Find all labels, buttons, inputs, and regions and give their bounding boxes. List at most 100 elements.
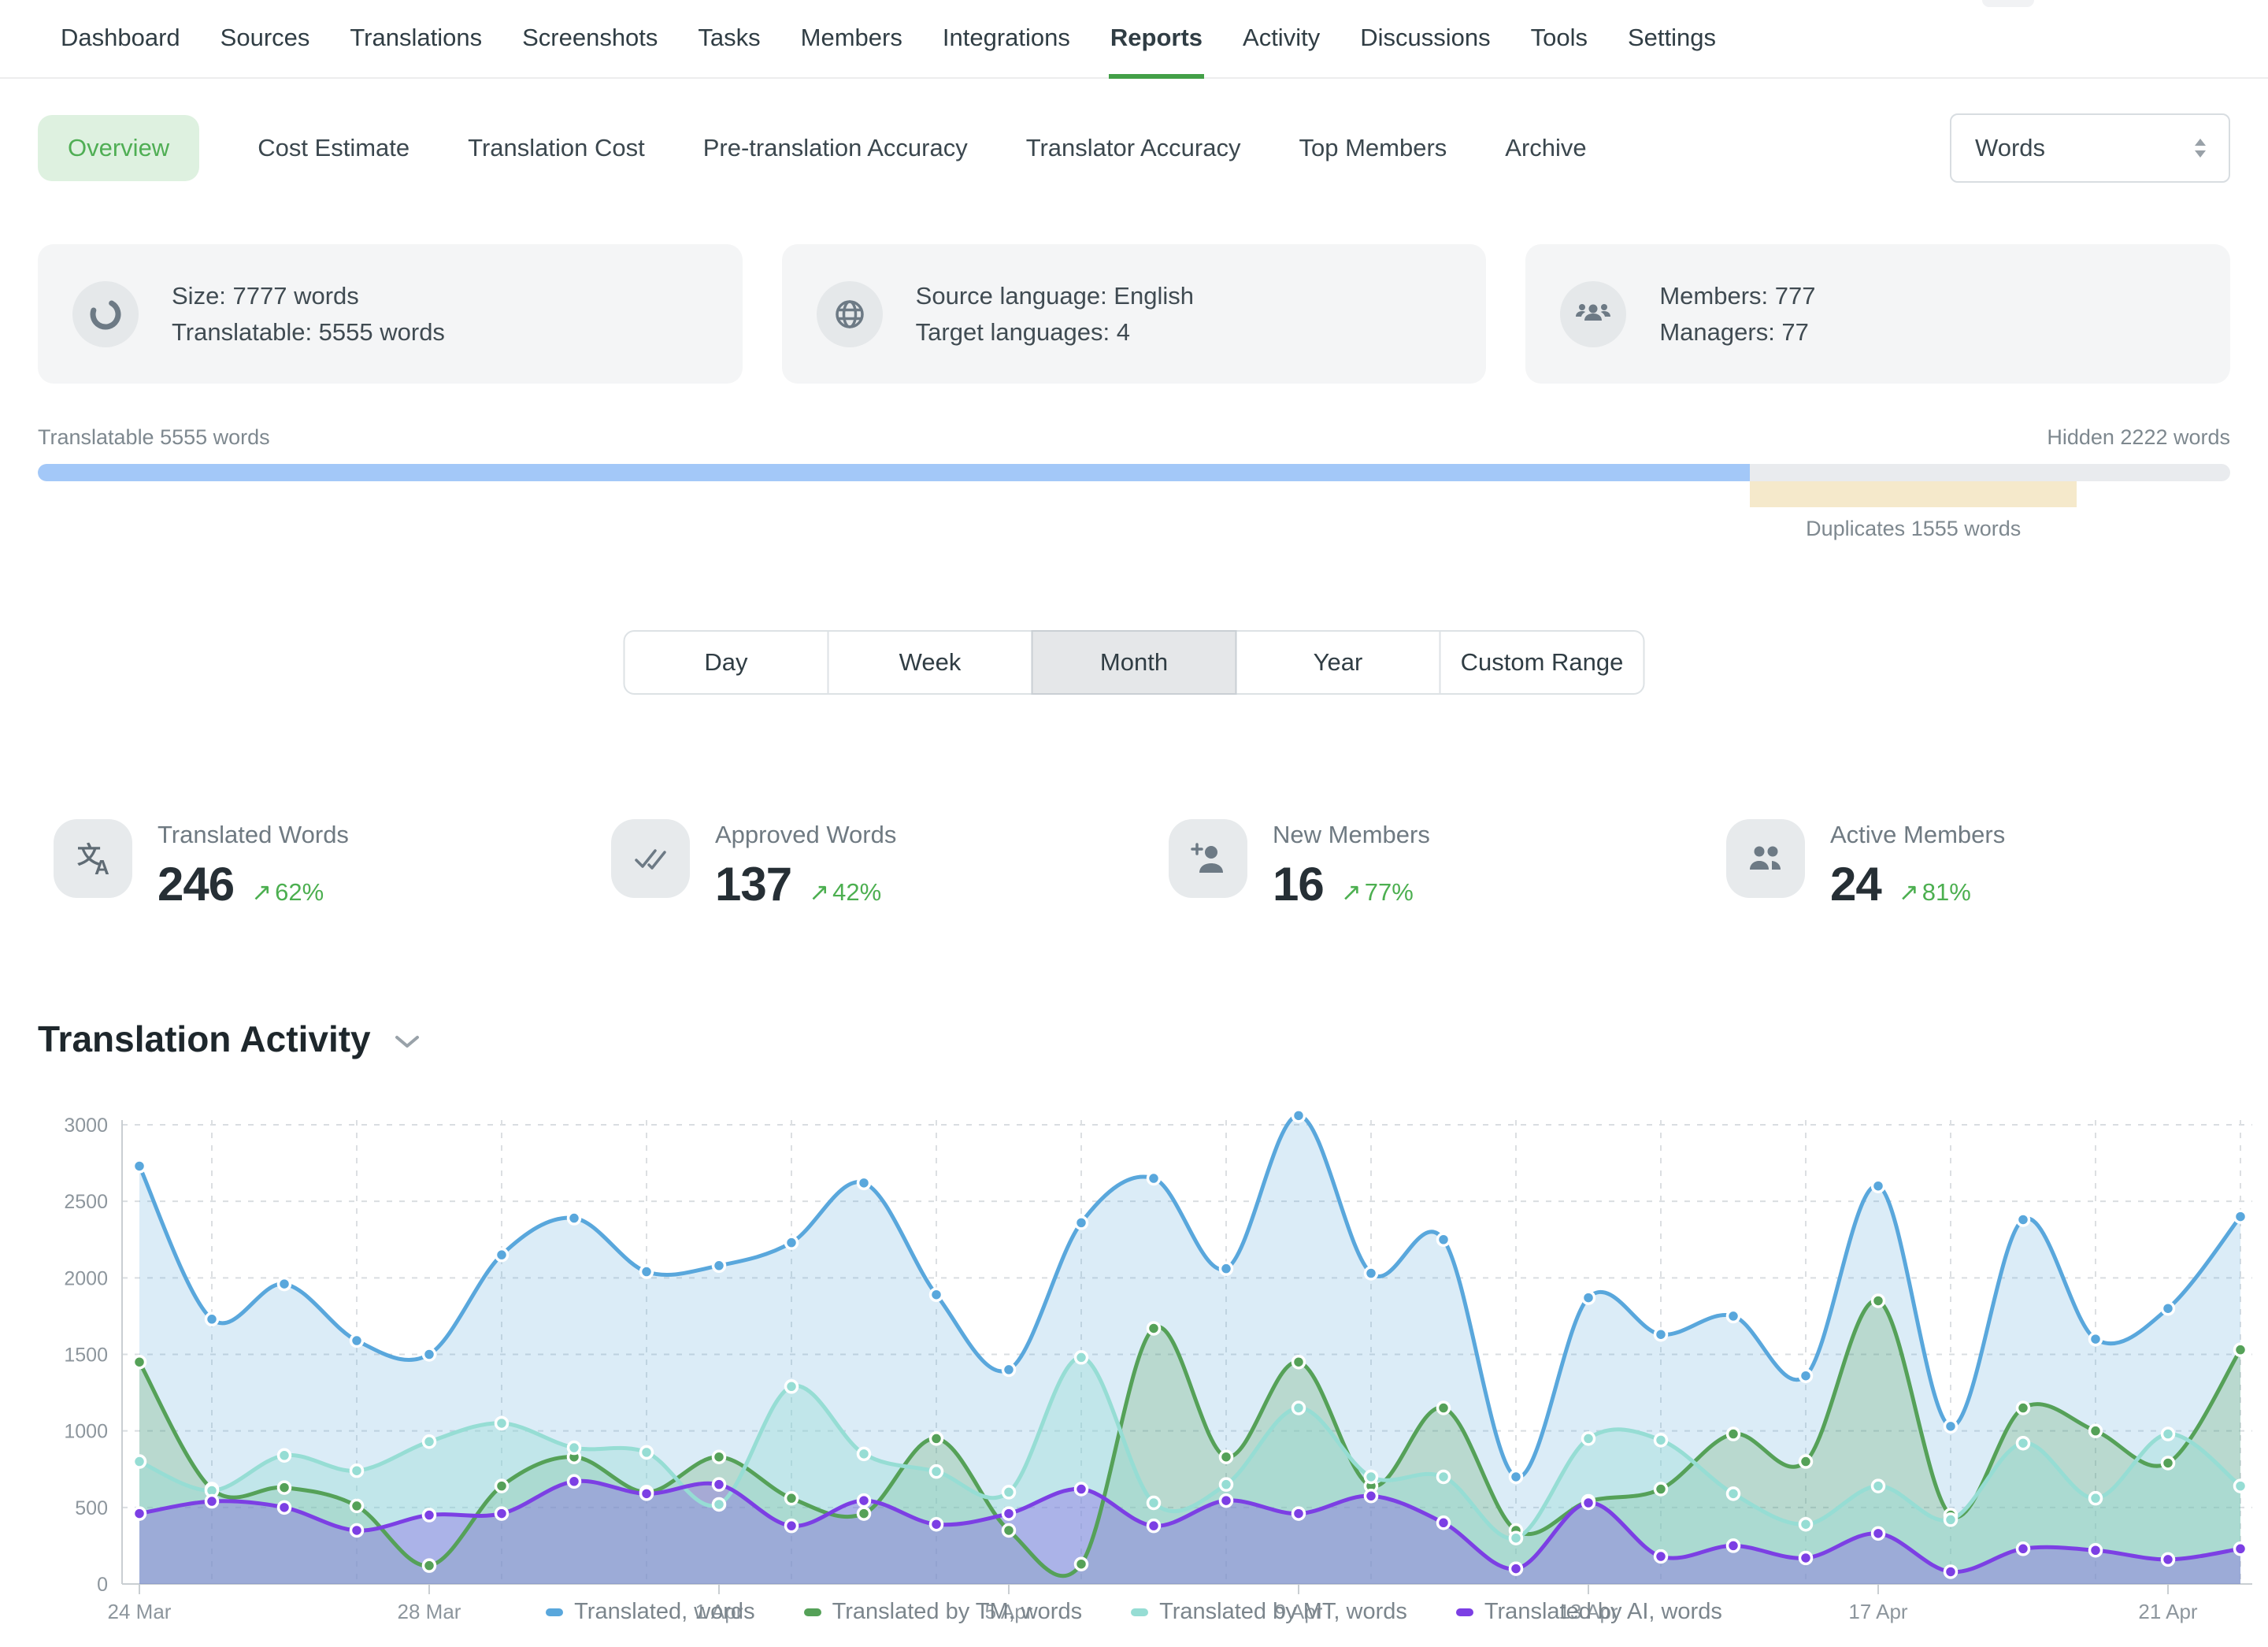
legend-item-mt[interactable]: Translated by MT, words (1131, 1599, 1407, 1625)
section-title: Translation Activity (38, 1018, 371, 1060)
globe-icon (817, 281, 883, 347)
nav-dashboard[interactable]: Dashboard (59, 24, 182, 77)
svg-text:500: 500 (75, 1497, 108, 1519)
stat-change: 81% (1922, 878, 1971, 906)
active-members-stat: Active Members 24 ↗81% (1726, 819, 2268, 911)
words-breakdown: Translatable 5555 words Hidden 2222 word… (38, 425, 2230, 507)
stat-label: New Members (1273, 821, 1430, 849)
range-week[interactable]: Week (828, 630, 1033, 695)
donut-icon (72, 281, 139, 347)
nav-translations[interactable]: Translations (348, 24, 484, 77)
stat-label: Translated Words (158, 821, 349, 849)
svg-text:0: 0 (97, 1574, 108, 1596)
legend-label: Translated by AI, words (1484, 1599, 1722, 1625)
svg-text:3000: 3000 (64, 1115, 108, 1137)
source-language-line: Source language: English (916, 278, 1194, 314)
stat-change: 42% (832, 878, 881, 906)
trend-up-icon: ↗ (251, 878, 272, 906)
svg-text:1500: 1500 (64, 1345, 108, 1367)
tab-overview[interactable]: Overview (38, 115, 199, 181)
nav-integrations[interactable]: Integrations (941, 24, 1072, 77)
nav-screenshots[interactable]: Screenshots (521, 24, 659, 77)
words-progress-bar (38, 464, 2230, 481)
legend-item-ai[interactable]: Translated by AI, words (1456, 1599, 1722, 1625)
languages-card: Source language: English Target language… (782, 244, 1487, 384)
unit-select-value: Words (1975, 134, 2192, 162)
legend-marker (546, 1608, 563, 1616)
nav-tools[interactable]: Tools (1529, 24, 1589, 77)
nav-reports[interactable]: Reports (1109, 24, 1204, 79)
tab-pretranslation-accuracy[interactable]: Pre-translation Accuracy (703, 134, 968, 162)
size-line: Size: 7777 words (172, 278, 445, 314)
reports-page: Dashboard Sources Translations Screensho… (0, 0, 2268, 1647)
tab-archive[interactable]: Archive (1505, 134, 1586, 162)
translate-icon: 文 A (54, 819, 132, 898)
top-navigation: Dashboard Sources Translations Screensho… (0, 0, 2268, 79)
person-add-icon (1169, 819, 1247, 898)
stat-label: Approved Words (715, 821, 896, 849)
nav-settings[interactable]: Settings (1626, 24, 1718, 77)
people-icon (1726, 819, 1805, 898)
legend-item-translated[interactable]: Translated, words (546, 1599, 754, 1625)
legend-marker (1131, 1608, 1148, 1616)
stat-value: 246 (158, 857, 234, 911)
stat-tiles: 文 A Translated Words 246 ↗62% Approved W… (54, 819, 2268, 911)
legend-item-tm[interactable]: Translated by TM, words (804, 1599, 1083, 1625)
duplicates-band (1750, 481, 2077, 507)
members-line: Members: 777 (1659, 278, 1815, 314)
stat-change: 77% (1365, 878, 1414, 906)
cropped-header-widget (1982, 0, 2034, 7)
size-card: Size: 7777 words Translatable: 5555 word… (38, 244, 743, 384)
translatable-label: Translatable 5555 words (38, 425, 270, 450)
trend-up-icon: ↗ (809, 878, 829, 906)
stat-value: 137 (715, 857, 791, 911)
nav-discussions[interactable]: Discussions (1358, 24, 1492, 77)
unit-select[interactable]: Words (1950, 113, 2230, 183)
duplicates-label: Duplicates 1555 words (1806, 517, 2021, 541)
legend-marker (1456, 1608, 1473, 1616)
nav-tasks[interactable]: Tasks (696, 24, 762, 77)
range-custom[interactable]: Custom Range (1440, 630, 1645, 695)
double-check-icon (611, 819, 690, 898)
translatable-fill (38, 464, 1750, 481)
svg-text:2000: 2000 (64, 1267, 108, 1289)
new-members-stat: New Members 16 ↗77% (1169, 819, 1726, 911)
range-month[interactable]: Month (1032, 630, 1237, 695)
translated-words-stat: 文 A Translated Words 246 ↗62% (54, 819, 611, 911)
range-segmented-control: Day Week Month Year Custom Range (624, 630, 1645, 695)
section-header: Translation Activity (38, 1018, 420, 1060)
stat-value: 16 (1273, 857, 1324, 911)
target-languages-line: Target languages: 4 (916, 314, 1194, 351)
chart-legend: Translated, words Translated by TM, word… (0, 1599, 2268, 1625)
trend-up-icon: ↗ (1899, 878, 1919, 906)
translation-activity-chart[interactable]: 05001000150020002500300024 Mar28 Mar1 Ap… (0, 1087, 2268, 1647)
hidden-label: Hidden 2222 words (2047, 425, 2230, 450)
select-arrows-icon (2192, 136, 2208, 160)
legend-label: Translated by TM, words (832, 1599, 1083, 1625)
approved-words-stat: Approved Words 137 ↗42% (611, 819, 1169, 911)
tab-translation-cost[interactable]: Translation Cost (468, 134, 645, 162)
chevron-down-icon[interactable] (395, 1035, 420, 1049)
tab-cost-estimate[interactable]: Cost Estimate (258, 134, 410, 162)
tab-top-members[interactable]: Top Members (1299, 134, 1447, 162)
translatable-line: Translatable: 5555 words (172, 314, 445, 351)
nav-members[interactable]: Members (799, 24, 904, 77)
summary-cards: Size: 7777 words Translatable: 5555 word… (38, 244, 2230, 384)
range-day[interactable]: Day (624, 630, 829, 695)
nav-activity[interactable]: Activity (1241, 24, 1321, 77)
members-card: Members: 777 Managers: 77 (1525, 244, 2230, 384)
svg-text:A: A (94, 855, 109, 879)
stat-label: Active Members (1830, 821, 2005, 849)
svg-text:1000: 1000 (64, 1421, 108, 1443)
legend-label: Translated by MT, words (1159, 1599, 1407, 1625)
tab-translator-accuracy[interactable]: Translator Accuracy (1026, 134, 1241, 162)
range-year[interactable]: Year (1236, 630, 1441, 695)
stat-change: 62% (275, 878, 324, 906)
stat-value: 24 (1830, 857, 1881, 911)
legend-label: Translated, words (574, 1599, 754, 1625)
trend-up-icon: ↗ (1341, 878, 1362, 906)
nav-sources[interactable]: Sources (219, 24, 312, 77)
managers-line: Managers: 77 (1659, 314, 1815, 351)
report-tabs: Overview Cost Estimate Translation Cost … (38, 110, 2230, 186)
svg-text:2500: 2500 (64, 1191, 108, 1213)
